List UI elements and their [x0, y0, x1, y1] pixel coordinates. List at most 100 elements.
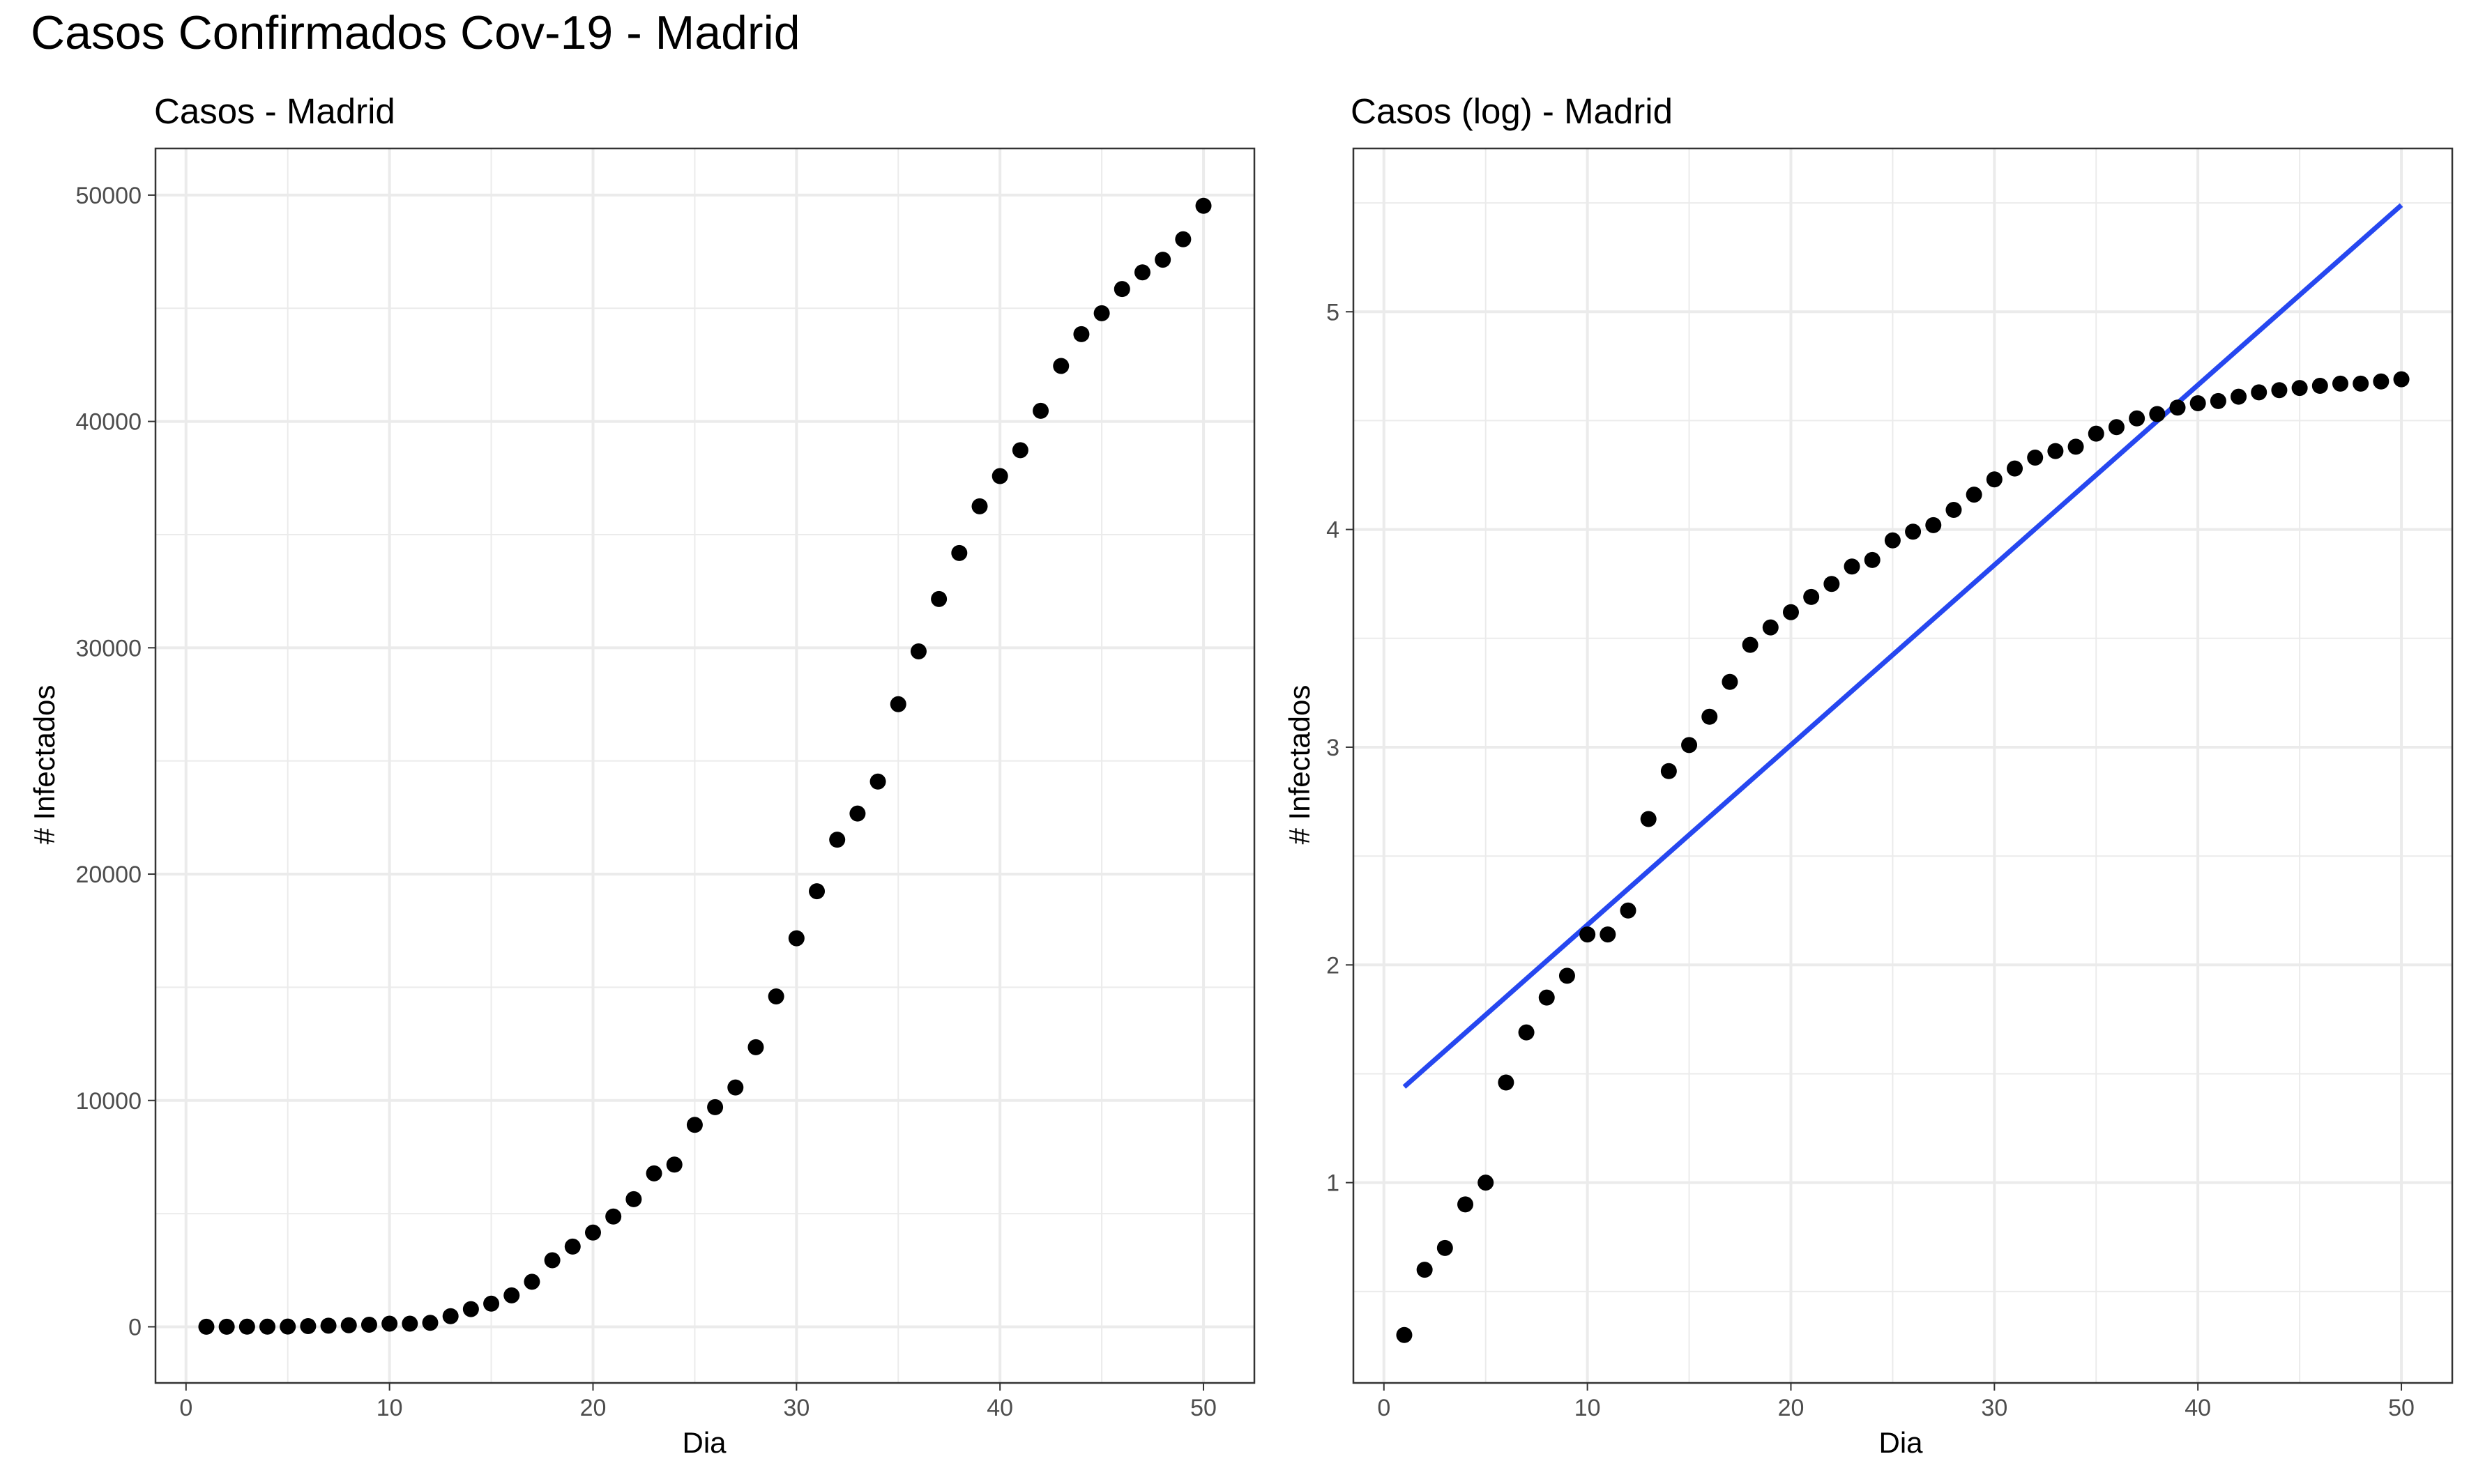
data-point	[2311, 377, 2328, 394]
data-point	[442, 1308, 459, 1324]
data-point	[259, 1318, 276, 1335]
data-point	[1823, 576, 1840, 592]
data-point	[584, 1224, 601, 1241]
data-point	[869, 773, 886, 790]
data-point	[381, 1315, 398, 1332]
data-point	[2291, 380, 2308, 397]
data-point	[422, 1315, 439, 1331]
data-point	[768, 988, 784, 1004]
data-point	[340, 1317, 357, 1333]
data-point	[2251, 384, 2267, 401]
grid-log	[1353, 148, 2452, 1383]
data-point	[2007, 460, 2023, 477]
data-point	[1884, 532, 1901, 549]
data-point	[809, 883, 826, 900]
data-point	[238, 1318, 255, 1335]
data-point	[2332, 375, 2348, 392]
y-tick-label: 50000	[75, 183, 142, 209]
data-point	[483, 1295, 500, 1312]
data-point	[666, 1156, 683, 1173]
data-point	[1033, 402, 1049, 419]
data-point	[462, 1301, 479, 1317]
data-point	[1905, 523, 1922, 540]
data-point	[2027, 450, 2044, 466]
data-point	[727, 1079, 744, 1096]
data-point	[686, 1117, 703, 1133]
y-axis-label-log: # Infectados	[1283, 685, 1316, 845]
data-point	[2149, 406, 2166, 422]
data-point	[280, 1318, 296, 1335]
data-point	[1396, 1326, 1413, 1343]
data-point	[910, 643, 927, 660]
x-tick-label: 40	[987, 1395, 1013, 1421]
data-point	[890, 696, 906, 712]
data-point	[320, 1317, 337, 1334]
data-point	[1498, 1074, 1514, 1091]
data-point	[1945, 501, 1962, 518]
y-axis-label-linear: # Infectados	[28, 685, 61, 845]
y-tick-label: 3	[1326, 735, 1339, 761]
panel-border-linear	[154, 147, 1256, 1384]
data-point	[198, 1318, 215, 1335]
data-point	[2108, 419, 2125, 436]
data-point	[2353, 375, 2369, 392]
data-point	[1966, 487, 1982, 503]
data-point	[1477, 1175, 1494, 1191]
data-point	[1762, 619, 1779, 636]
data-point	[544, 1252, 561, 1269]
data-point	[1175, 231, 1192, 247]
data-point	[218, 1318, 235, 1335]
x-tick-label: 20	[580, 1395, 607, 1421]
data-point	[2271, 382, 2288, 399]
data-point	[1600, 926, 1616, 943]
data-point	[788, 930, 805, 947]
y-tick-label: 20000	[75, 862, 142, 888]
data-point	[1864, 551, 1881, 568]
data-point	[402, 1315, 418, 1332]
data-point	[360, 1317, 377, 1333]
x-tick-label: 30	[1981, 1395, 2007, 1421]
x-axis-label-log: Dia	[1878, 1426, 1923, 1459]
data-point	[1803, 588, 1820, 605]
x-tick-label: 0	[179, 1395, 192, 1421]
data-point	[503, 1287, 520, 1303]
data-point	[1155, 252, 1171, 268]
data-point	[564, 1238, 581, 1255]
data-point	[951, 544, 968, 561]
x-tick-label: 0	[1377, 1395, 1390, 1421]
y-tick-label: 40000	[75, 409, 142, 436]
data-point	[1742, 636, 1758, 653]
y-tick-label: 10000	[75, 1088, 142, 1115]
data-point	[1844, 558, 1860, 575]
fit-line	[1402, 203, 2403, 1089]
data-point	[1660, 763, 1677, 779]
x-tick-label: 10	[1574, 1395, 1601, 1421]
data-point	[992, 468, 1008, 484]
data-point	[2210, 392, 2226, 409]
data-point	[2067, 438, 2084, 455]
data-point	[605, 1208, 622, 1225]
data-point	[1195, 197, 1212, 214]
x-tick-label: 10	[377, 1395, 403, 1421]
data-point	[1416, 1262, 1433, 1278]
figure-title: Casos Confirmados Cov-19 - Madrid	[31, 6, 800, 59]
log-cases-chart: Casos (log) - Madrid Dia # Infectados 0 1…	[1283, 91, 2454, 1459]
data-point	[1681, 737, 1698, 754]
y-tick-label: 1	[1326, 1170, 1339, 1197]
x-axis-label-linear: Dia	[682, 1426, 727, 1459]
data-point	[625, 1191, 642, 1207]
data-point	[2047, 443, 2064, 459]
data-point	[1701, 708, 1718, 725]
data-point	[1538, 989, 1555, 1006]
chart-title-linear: Casos - Madrid	[154, 91, 395, 131]
data-point	[1518, 1024, 1535, 1041]
data-point	[2129, 410, 2145, 427]
y-tick-label: 30000	[75, 635, 142, 661]
data-point	[931, 590, 948, 607]
data-point	[707, 1099, 724, 1115]
y-tick-label: 0	[128, 1314, 142, 1340]
data-point	[1053, 358, 1070, 374]
data-point	[971, 498, 988, 514]
